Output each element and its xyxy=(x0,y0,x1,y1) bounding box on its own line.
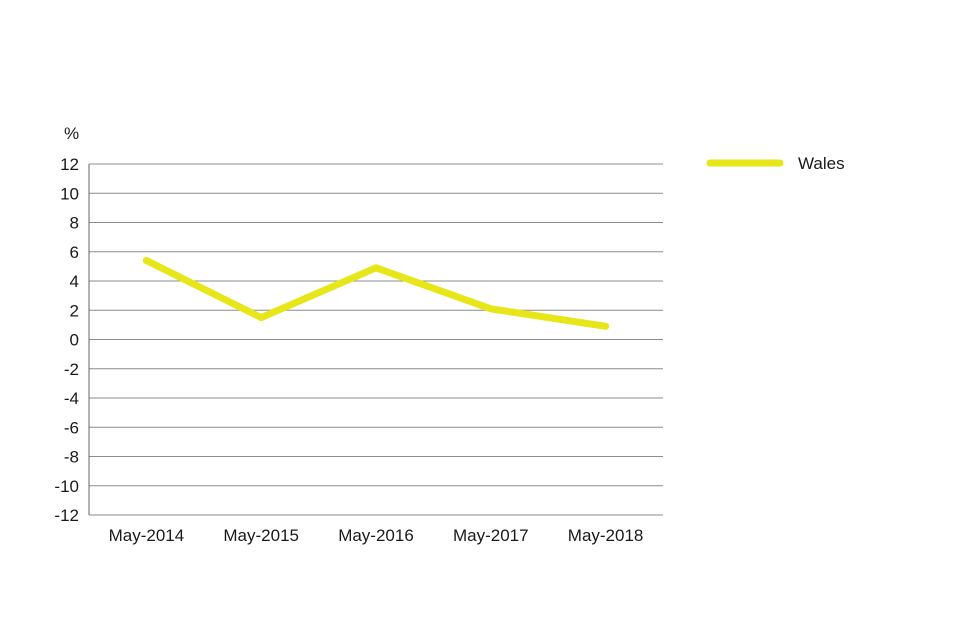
legend-label-wales: Wales xyxy=(798,154,845,173)
x-tick-label: May-2016 xyxy=(338,526,414,545)
y-tick-label: 6 xyxy=(70,243,79,262)
y-tick-label: -2 xyxy=(64,360,79,379)
y-tick-label: -6 xyxy=(64,418,79,437)
data-point xyxy=(602,322,610,330)
legend: Wales xyxy=(706,154,845,173)
data-point xyxy=(257,314,265,322)
x-tick-labels: May-2014 May-2015 May-2016 May-2017 May-2018 xyxy=(109,526,644,545)
y-tick-label: 4 xyxy=(70,272,79,291)
series xyxy=(142,257,610,330)
y-tick-label: 2 xyxy=(70,301,79,320)
grid xyxy=(89,163,663,516)
y-tick-label: 10 xyxy=(60,184,79,203)
x-tick-label: May-2014 xyxy=(109,526,185,545)
y-tick-label: 12 xyxy=(60,155,79,174)
data-point xyxy=(372,264,380,272)
y-tick-label: -10 xyxy=(54,477,79,496)
x-tick-label: May-2018 xyxy=(568,526,644,545)
data-point xyxy=(142,257,150,265)
y-tick-label: 8 xyxy=(70,214,79,233)
data-point xyxy=(487,305,495,313)
x-tick-label: May-2017 xyxy=(453,526,529,545)
y-tick-labels: 12 10 8 6 4 2 0 -2 -4 -6 -8 -10 -12 xyxy=(54,155,79,525)
x-tick-label: May-2015 xyxy=(223,526,299,545)
y-tick-label: -8 xyxy=(64,448,79,467)
y-tick-label: -4 xyxy=(64,389,79,408)
y-tick-label: -12 xyxy=(54,506,79,525)
y-axis-unit-label: % xyxy=(64,124,79,143)
y-tick-label: 0 xyxy=(70,331,79,350)
